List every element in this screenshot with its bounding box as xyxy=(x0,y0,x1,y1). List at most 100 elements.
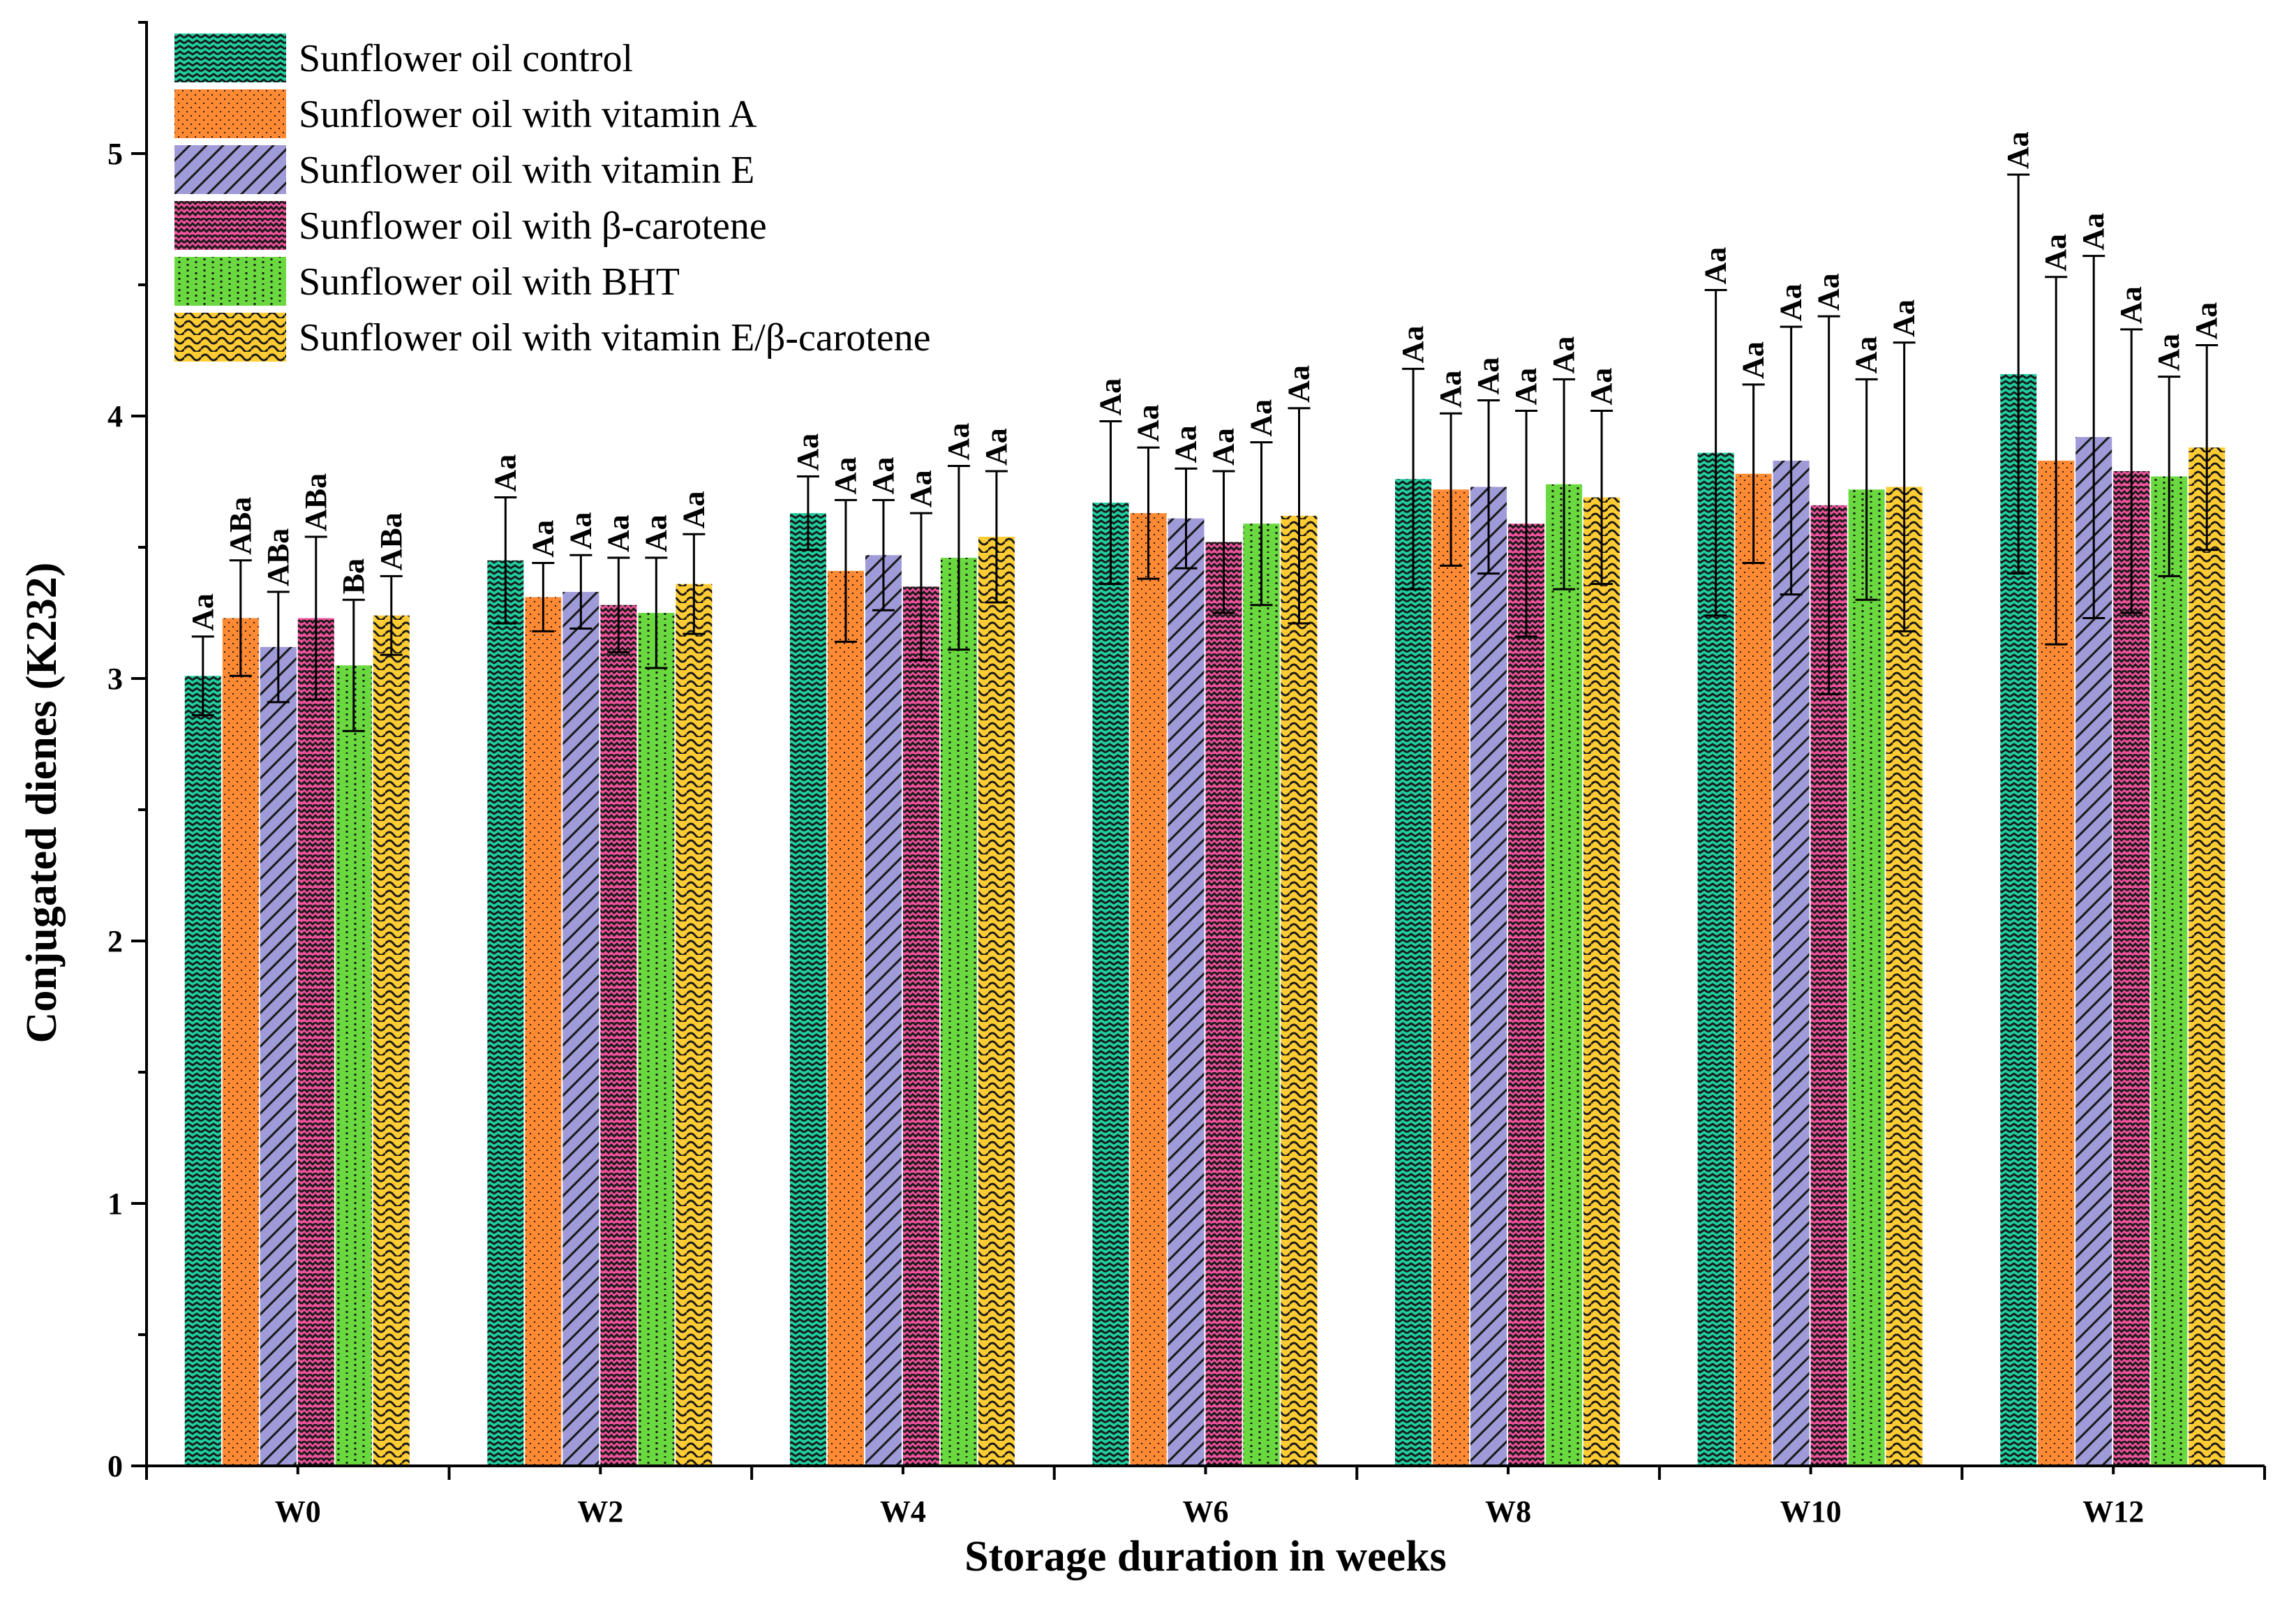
significance-label-W8-series-1: Aa xyxy=(1396,326,1430,364)
error-bar-W8-series-6 xyxy=(1590,409,1613,586)
significance-label-W8-series-2: Aa xyxy=(1433,370,1468,408)
significance-label-W0-series-1: Aa xyxy=(186,593,220,631)
significance-label-W2-series-1: Aa xyxy=(488,454,522,492)
significance-label-W4-series-4: Aa xyxy=(904,470,938,507)
legend-item-2: Sunflower oil with vitamin A xyxy=(174,89,757,138)
error-bar-W0-series-5 xyxy=(342,598,365,732)
legend-label: Sunflower oil with BHT xyxy=(299,260,680,304)
legend-item-1: Sunflower oil control xyxy=(174,34,633,82)
error-bar-W12-series-3 xyxy=(2082,255,2105,620)
significance-label-W2-series-5: Aa xyxy=(639,514,673,552)
error-bar-W4-series-1 xyxy=(796,475,819,551)
significance-label-W6-series-2: Aa xyxy=(1131,404,1165,442)
bar-W2-series-4 xyxy=(600,605,637,1466)
bar-W8-series-5 xyxy=(1546,484,1583,1466)
legend-swatch xyxy=(174,89,286,138)
error-bar-W12-series-2 xyxy=(2045,276,2068,646)
bar-W4-series-3 xyxy=(865,555,902,1466)
legend: Sunflower oil control Sunflower oil with … xyxy=(174,34,931,362)
bar-W0-series-3 xyxy=(260,646,297,1466)
legend-swatch xyxy=(174,145,286,194)
bar-W4-series-4 xyxy=(902,586,939,1466)
bar-W6-series-5 xyxy=(1243,524,1280,1467)
significance-label-W12-series-5: Aa xyxy=(2152,334,2186,371)
error-bar-W10-series-4 xyxy=(1817,315,1840,696)
bar-W4-series-6 xyxy=(978,536,1015,1467)
significance-label-W2-series-3: Aa xyxy=(563,512,597,549)
bar-W10-series-2 xyxy=(1735,473,1772,1466)
significance-label-W8-series-6: Aa xyxy=(1584,368,1618,406)
significance-label-W0-series-3: ABa xyxy=(261,528,295,586)
error-bar-W12-series-1 xyxy=(2007,173,2030,575)
legend-item-6: Sunflower oil with vitamin E/β-carotene xyxy=(174,313,931,362)
error-bar-W8-series-1 xyxy=(1402,367,1425,591)
error-bar-W12-series-4 xyxy=(2120,328,2143,614)
y-tick-label: 4 xyxy=(107,399,123,433)
error-bar-W10-series-2 xyxy=(1742,383,1765,565)
x-tick-label: W10 xyxy=(1780,1495,1842,1529)
error-bar-W2-series-5 xyxy=(645,556,668,669)
bar-W12-series-4 xyxy=(2113,470,2150,1467)
bar-W4-series-2 xyxy=(827,570,864,1466)
error-bar-W4-series-5 xyxy=(947,464,970,651)
legend-label: Sunflower oil control xyxy=(299,37,633,80)
error-bar-W0-series-6 xyxy=(380,574,403,656)
bar-W6-series-1 xyxy=(1092,503,1129,1466)
error-bar-W4-series-6 xyxy=(985,470,1008,604)
bar-W2-series-6 xyxy=(676,584,713,1466)
legend-item-3: Sunflower oil with vitamin E xyxy=(174,145,754,194)
significance-label-W2-series-2: Aa xyxy=(525,520,560,558)
significance-label-W8-series-4: Aa xyxy=(1509,368,1543,406)
bar-W8-series-6 xyxy=(1583,497,1620,1466)
bar-W4-series-1 xyxy=(789,513,826,1466)
bar-W0-series-2 xyxy=(222,618,259,1466)
y-axis-title: Conjugated dienes (K232) xyxy=(18,563,66,1044)
error-bars-layer xyxy=(191,173,2219,732)
error-bar-W6-series-3 xyxy=(1175,467,1198,570)
significance-label-W2-series-4: Aa xyxy=(601,514,635,552)
legend-swatch xyxy=(174,201,286,250)
x-tick-label: W8 xyxy=(1485,1495,1531,1529)
axes-layer: 0 1 2 3 4 5 W0 W2 W4 W6 W8 W10 W12 xyxy=(107,21,2266,1529)
bar-W0-series-4 xyxy=(297,618,334,1466)
error-bar-W0-series-2 xyxy=(229,559,252,677)
error-bar-W2-series-1 xyxy=(494,496,517,625)
bar-W0-series-6 xyxy=(373,615,410,1466)
error-bar-W0-series-3 xyxy=(267,591,290,704)
significance-label-W10-series-3: Aa xyxy=(1774,283,1808,321)
error-bar-W0-series-1 xyxy=(191,635,214,717)
legend-swatch xyxy=(174,34,286,82)
bar-W10-series-1 xyxy=(1697,452,1734,1466)
significance-label-W10-series-5: Aa xyxy=(1849,336,1884,374)
legend-label: Sunflower oil with β-carotene xyxy=(299,205,767,248)
significance-label-W6-series-6: Aa xyxy=(1282,365,1316,403)
error-bar-W10-series-6 xyxy=(1893,341,1916,632)
significance-label-W6-series-1: Aa xyxy=(1094,378,1128,416)
significance-label-W0-series-4: ABa xyxy=(299,473,333,531)
error-bar-W10-series-1 xyxy=(1704,289,1727,617)
bar-W4-series-5 xyxy=(940,558,977,1466)
error-bar-W6-series-1 xyxy=(1099,420,1122,586)
error-bar-W12-series-5 xyxy=(2158,376,2181,577)
bar-W8-series-2 xyxy=(1433,489,1470,1466)
error-bar-W0-series-4 xyxy=(304,535,327,701)
bars-layer xyxy=(184,373,2226,1467)
legend-label: Sunflower oil with vitamin A xyxy=(299,93,757,136)
error-bar-W4-series-2 xyxy=(834,498,857,643)
significance-label-W10-series-6: Aa xyxy=(1887,299,1921,337)
legend-swatch xyxy=(174,257,286,306)
significance-label-W12-series-4: Aa xyxy=(2114,286,2148,324)
significance-label-W8-series-5: Aa xyxy=(1546,336,1581,374)
significance-label-W0-series-5: Ba xyxy=(336,558,371,594)
significance-label-W4-series-3: Aa xyxy=(866,457,900,495)
legend-item-4: Sunflower oil with β-carotene xyxy=(174,201,767,250)
significance-label-W8-series-3: Aa xyxy=(1471,357,1505,395)
significance-label-W4-series-1: Aa xyxy=(791,433,825,471)
error-bar-W2-series-2 xyxy=(532,562,555,632)
error-bar-W2-series-4 xyxy=(607,556,630,653)
bar-W10-series-5 xyxy=(1848,489,1885,1466)
y-tick-label: 5 xyxy=(107,137,123,171)
significance-label-W10-series-4: Aa xyxy=(1812,273,1846,311)
significance-label-W10-series-2: Aa xyxy=(1736,341,1771,379)
